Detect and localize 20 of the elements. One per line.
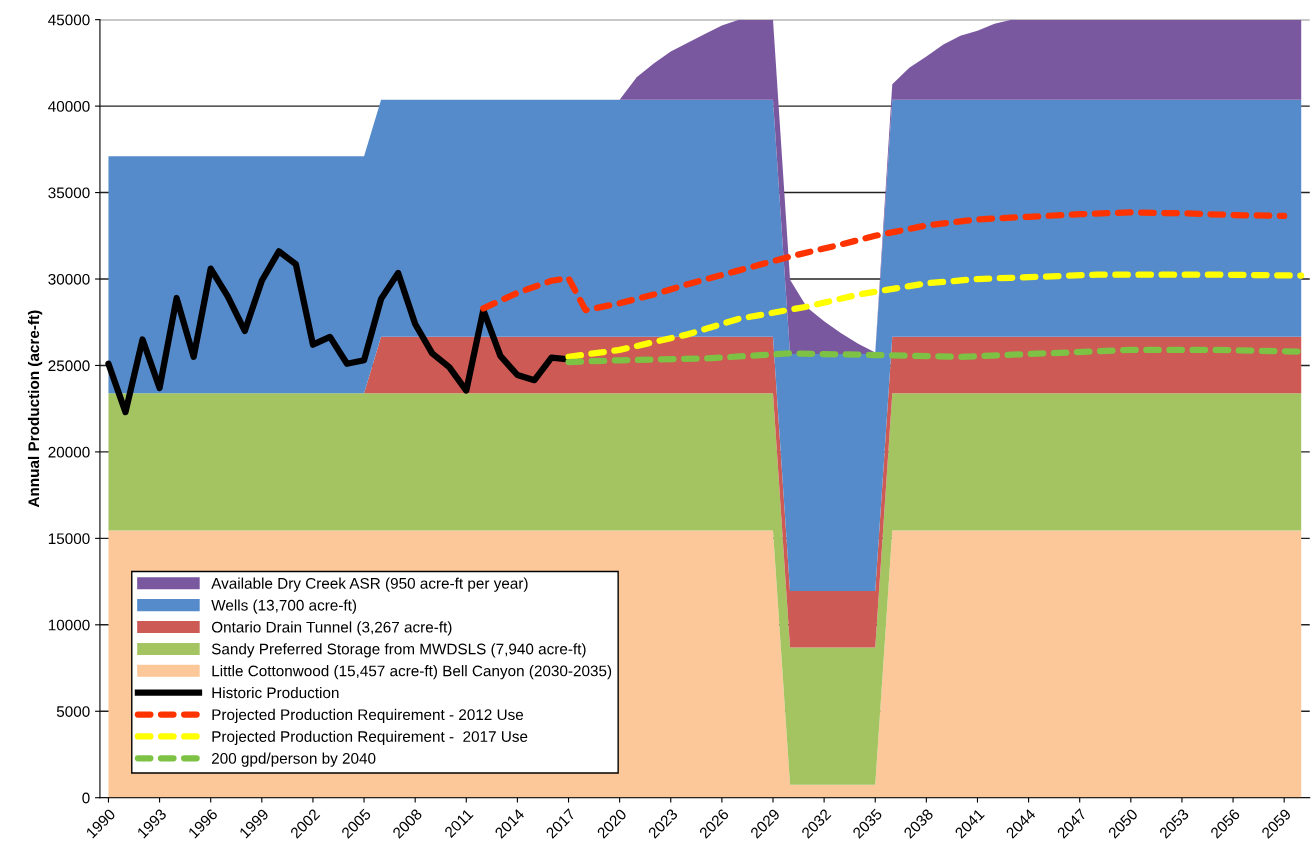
y-tick-label: 15000 xyxy=(48,533,90,545)
series-label: Available Dry Creek ASR (950 acre-ft per year) xyxy=(211,577,528,592)
y-tick-label: 40000 xyxy=(48,100,90,112)
legend-label: Projected Production Requirement - 2012 Use xyxy=(212,708,524,724)
y-tick-label: 20000 xyxy=(48,446,90,458)
legend-label: 200 gpd/person by 2040 xyxy=(211,752,376,767)
legend-label: Historic Production xyxy=(212,686,339,699)
y-tick-label: 5000 xyxy=(56,706,90,717)
y-tick-label: 30000 xyxy=(48,273,90,285)
series-label: Wells (13,700 acre-ft) xyxy=(211,599,357,614)
y-tick-label: 25000 xyxy=(48,360,90,372)
series-label: Ontario Drain Tunnel (3,267 acre-ft) xyxy=(211,621,452,636)
y-tick-label: 10000 xyxy=(48,619,90,631)
y-tick-label: 0 xyxy=(82,792,90,804)
y-tick-label: 45000 xyxy=(48,14,90,26)
y-tick-label: 35000 xyxy=(48,187,90,199)
series-label: Little Cottonwood (15,457 acre-ft) Bell Canyon (2030-2035) xyxy=(212,665,612,680)
legend-label: Projected Production Requirement - 2017 Use xyxy=(212,730,528,745)
series-label: Sandy Preferred Storage from MWDSLS (7,940 acre-ft) xyxy=(211,643,586,658)
y-axis-title: Annual Production (acre-ft) xyxy=(27,310,43,508)
